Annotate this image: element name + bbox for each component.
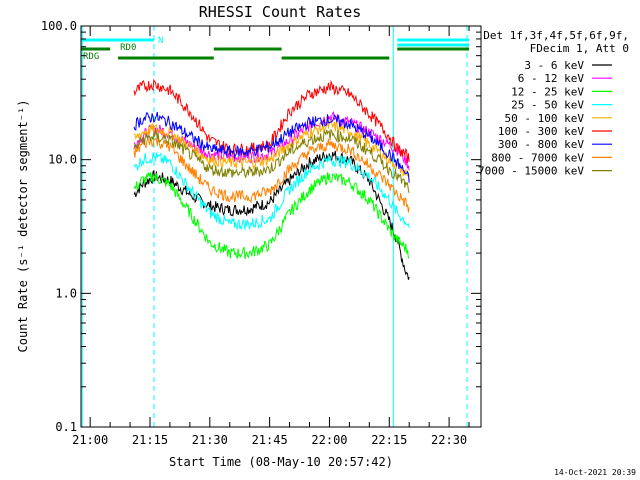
legend-entry-label: 25 - 50 keV	[511, 99, 584, 112]
legend-header-line-1: Det 1f,3f,4f,5f,6f,9f,	[483, 29, 629, 42]
legend: Det 1f,3f,4f,5f,6f,9f, FDecim 1, Att 0 3…	[478, 29, 629, 178]
legend-header-line-2: FDecim 1, Att 0	[530, 42, 629, 55]
x-tick-label: 22:00	[311, 433, 347, 447]
vertical-markers	[81, 26, 468, 427]
segment-bar-label: RDG	[83, 52, 99, 62]
series-line-7	[133, 137, 410, 213]
segment-bars: N RD0 RDG	[81, 36, 470, 62]
series-line-3	[133, 152, 410, 231]
x-tick-label: 21:15	[132, 433, 168, 447]
x-tick-label: 21:00	[72, 433, 108, 447]
y-axis: 0.1 1.0 10.0 100.0	[41, 19, 481, 434]
legend-entry-label: 300 - 800 keV	[498, 138, 584, 151]
x-tick-label: 21:45	[252, 433, 288, 447]
legend-entry-label: 12 - 25 keV	[511, 85, 584, 98]
series-line-6	[133, 111, 410, 183]
series-line-2	[133, 172, 410, 260]
legend-entry-label: 6 - 12 keV	[518, 72, 585, 85]
legend-entry-label: 7000 - 15000 keV	[478, 165, 584, 178]
chart-title: RHESSI Count Rates	[199, 3, 362, 21]
series-line-5	[133, 78, 410, 163]
x-axis: 21:00 21:15 21:30 21:45 22:00 22:15 22:30	[72, 26, 470, 447]
legend-entry-label: 50 - 100 keV	[505, 112, 585, 125]
x-tick-label: 22:15	[371, 433, 407, 447]
plot-frame	[80, 25, 482, 428]
y-axis-label: Count Rate (s⁻¹ detector segment⁻¹)	[16, 100, 30, 353]
legend-entry-label: 100 - 300 keV	[498, 125, 584, 138]
y-tick-label: 10.0	[48, 153, 77, 167]
segment-bar-label: RD0	[120, 43, 136, 53]
y-tick-label: 1.0	[55, 286, 77, 300]
y-tick-label: 100.0	[41, 19, 77, 33]
footer-date: 14-Oct-2021 20:39	[554, 468, 636, 477]
legend-entry-label: 3 - 6 keV	[524, 59, 584, 72]
x-axis-label: Start Time (08-May-10 20:57:42)	[169, 455, 393, 469]
series-line-8	[133, 129, 410, 194]
y-tick-label: 0.1	[55, 420, 77, 434]
segment-bar-label: N	[158, 36, 163, 46]
x-tick-label: 21:30	[192, 433, 228, 447]
legend-entry-label: 800 - 7000 keV	[491, 151, 584, 164]
series-lines	[133, 78, 410, 280]
x-tick-label: 22:30	[431, 433, 467, 447]
